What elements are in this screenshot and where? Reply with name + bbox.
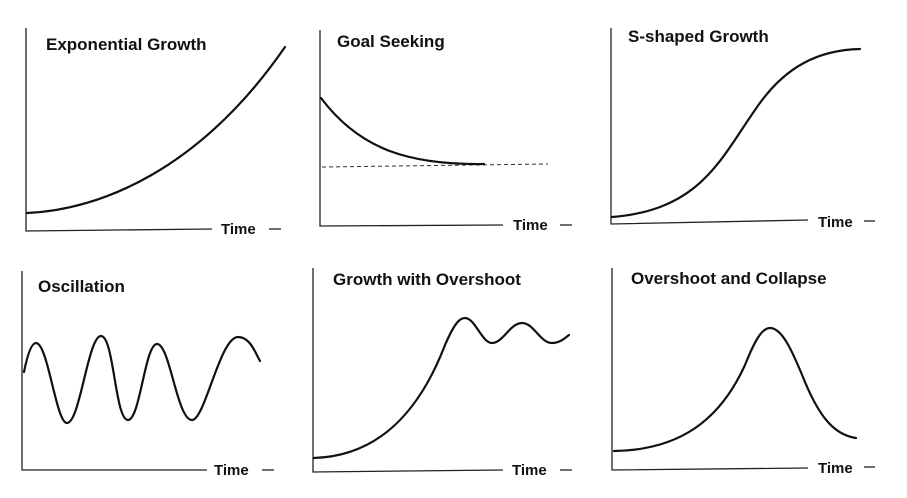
panel-goal-seeking: Goal Seeking Time [319,30,572,234]
time-axis-label: Time [221,221,256,238]
axes [610,28,809,225]
oscillation-curve [22,334,262,425]
collapse-curve [612,326,858,453]
panel-oscillation: Oscillation Time [21,271,274,479]
time-axis-label: Time [214,462,249,479]
panel-title: Exponential Growth [46,35,207,54]
axes [319,30,504,227]
time-axis-label: Time [818,214,853,231]
s-shaped-curve [610,47,862,219]
goal-line [321,163,549,168]
exponential-curve [25,45,287,215]
panel-title: S-shaped Growth [628,27,769,46]
panel-exponential-growth: Exponential Growth Time [25,28,287,238]
panel-growth-with-overshoot: Growth with Overshoot Time [312,268,572,479]
panel-title: Overshoot and Collapse [631,269,827,288]
axes [25,28,213,232]
panel-title: Goal Seeking [337,32,445,51]
time-axis-label: Time [818,460,853,477]
axes [21,271,207,471]
overshoot-curve [312,316,571,460]
axes [312,268,504,473]
time-axis-label: Time [512,462,547,479]
axes [611,268,809,471]
time-axis-label: Time [513,217,548,234]
panel-s-shaped-growth: S-shaped Growth Time [610,27,875,231]
panel-title: Growth with Overshoot [333,270,521,289]
panel-title: Oscillation [38,277,125,296]
panel-overshoot-and-collapse: Overshoot and Collapse Time [611,268,875,477]
goal-seeking-curve [319,96,486,166]
